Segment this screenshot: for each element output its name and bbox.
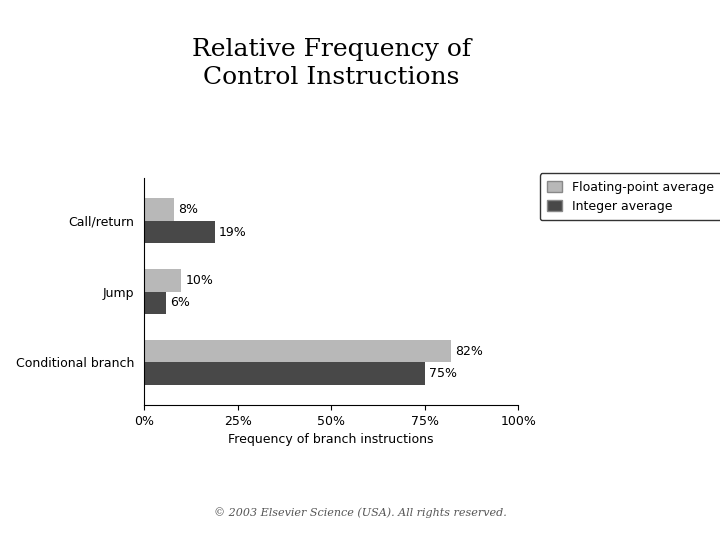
- Bar: [144, 269, 181, 292]
- Bar: [144, 198, 174, 221]
- Text: 75%: 75%: [428, 367, 456, 380]
- Bar: [144, 221, 215, 244]
- X-axis label: Frequency of branch instructions: Frequency of branch instructions: [228, 433, 434, 446]
- Text: 10%: 10%: [185, 274, 213, 287]
- Text: 19%: 19%: [219, 226, 247, 239]
- Legend: Floating-point average, Integer average: Floating-point average, Integer average: [539, 173, 720, 220]
- Text: Relative Frequency of
Control Instructions: Relative Frequency of Control Instructio…: [192, 38, 471, 89]
- Bar: [144, 362, 425, 385]
- Text: 82%: 82%: [455, 345, 482, 357]
- Text: 6%: 6%: [170, 296, 190, 309]
- Text: © 2003 Elsevier Science (USA). All rights reserved.: © 2003 Elsevier Science (USA). All right…: [214, 508, 506, 518]
- Bar: [144, 292, 166, 314]
- Text: 8%: 8%: [178, 203, 198, 216]
- Bar: [144, 340, 451, 362]
